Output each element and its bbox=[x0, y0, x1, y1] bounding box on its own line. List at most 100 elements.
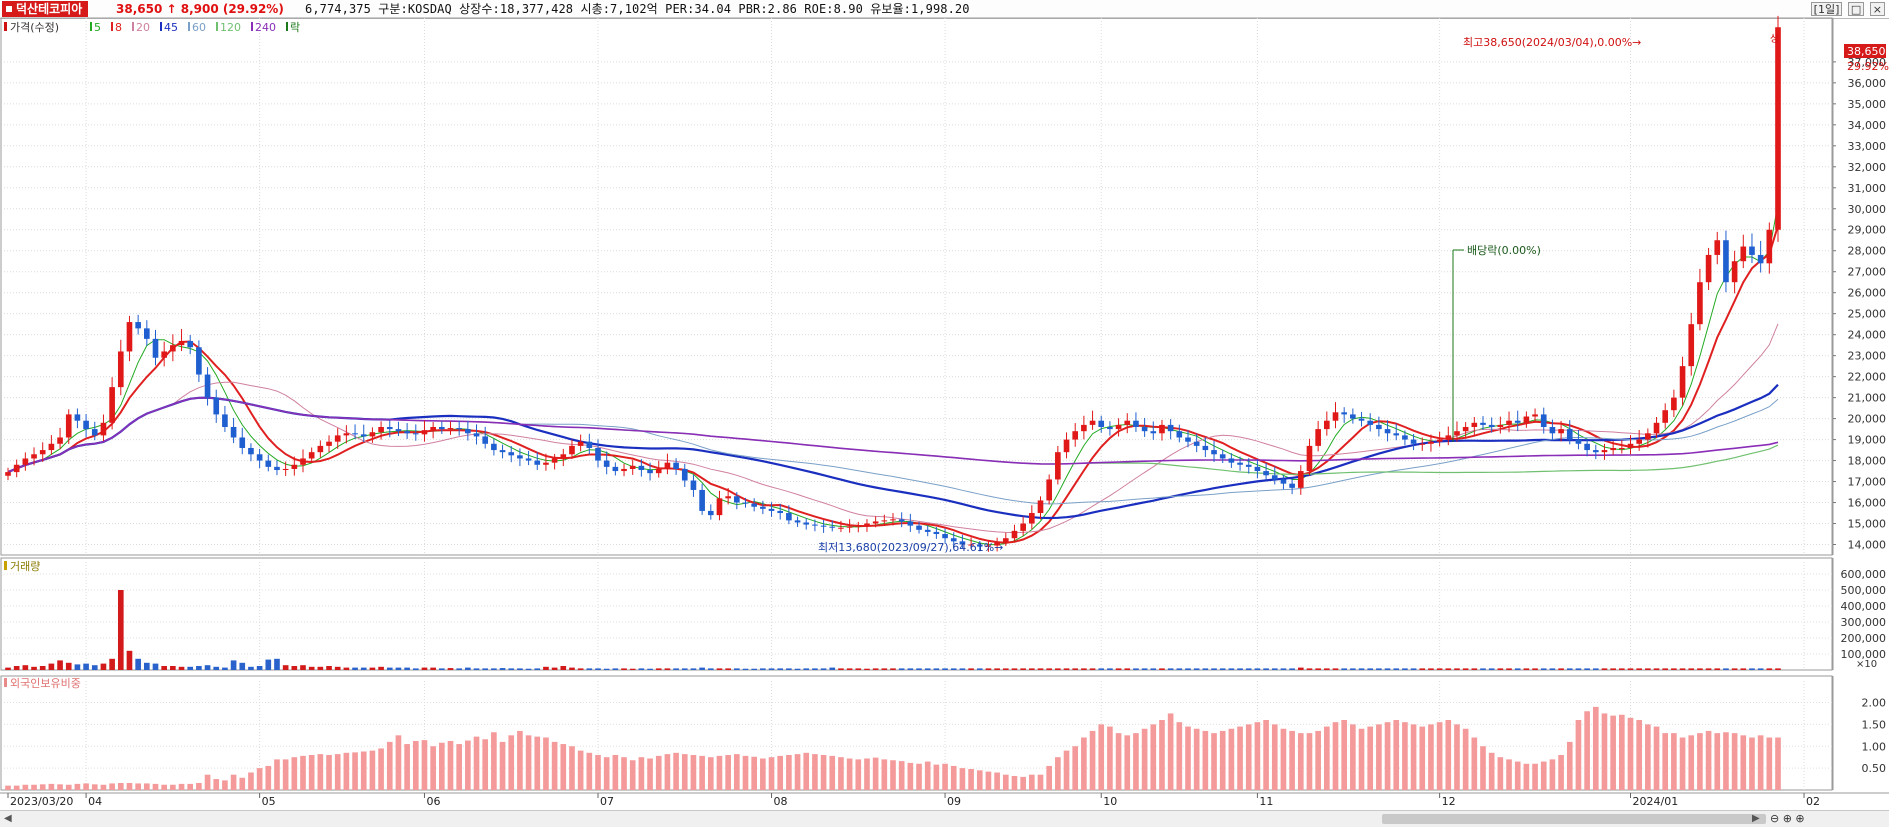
candle-47 bbox=[412, 433, 419, 435]
candle-121 bbox=[1055, 452, 1061, 480]
candle-39 bbox=[343, 433, 350, 436]
x-label-1: 04 bbox=[88, 795, 102, 808]
volume-bar-127 bbox=[1107, 668, 1113, 670]
volume-bar-87 bbox=[760, 668, 766, 670]
volume-bar-137 bbox=[1193, 668, 1200, 670]
candle-30 bbox=[265, 460, 272, 467]
candle-68 bbox=[595, 447, 601, 461]
panel-frame-0 bbox=[0, 17, 1833, 556]
candle-180 bbox=[1566, 429, 1573, 440]
foreign-bar-36 bbox=[317, 754, 324, 790]
scrollbar-thumb[interactable] bbox=[1382, 814, 1766, 824]
foreign-bar-178 bbox=[1549, 759, 1556, 790]
candle-107 bbox=[933, 531, 940, 535]
foreign-bar-69 bbox=[603, 757, 610, 790]
volume-bar-184 bbox=[1601, 668, 1608, 670]
candle-59 bbox=[517, 455, 523, 459]
foreign-bar-173 bbox=[1506, 759, 1512, 790]
volume-bar-168 bbox=[1462, 668, 1469, 670]
volume-bar-100 bbox=[872, 668, 879, 670]
foreign-bar-24 bbox=[213, 779, 220, 790]
foreign-bar-176 bbox=[1532, 763, 1538, 790]
candle-63 bbox=[551, 458, 558, 463]
volume-bar-187 bbox=[1627, 668, 1634, 670]
volume-bar-174 bbox=[1514, 668, 1521, 670]
candle-138 bbox=[1202, 445, 1209, 451]
foreign-bar-165 bbox=[1436, 722, 1443, 790]
candle-130 bbox=[1133, 420, 1139, 427]
candle-15 bbox=[135, 322, 141, 329]
candle-87 bbox=[760, 506, 766, 509]
foreign-bar-0 bbox=[5, 785, 11, 790]
volume-tick-3: 300,000 bbox=[1841, 616, 1887, 629]
volume-bar-28 bbox=[248, 666, 254, 670]
candle-49 bbox=[430, 426, 436, 431]
candle-158 bbox=[1376, 424, 1382, 430]
volume-bar-42 bbox=[369, 667, 376, 670]
volume-bar-176 bbox=[1532, 668, 1538, 670]
volume-bar-123 bbox=[1072, 668, 1079, 670]
x-label-9: 12 bbox=[1442, 795, 1456, 808]
volume-bar-161 bbox=[1402, 668, 1408, 670]
price-tick-0: 37,000 bbox=[1848, 56, 1887, 69]
candle-177 bbox=[1540, 414, 1547, 427]
period-button[interactable]: [1일] bbox=[1810, 2, 1843, 16]
foreign-bar-92 bbox=[803, 752, 810, 790]
volume-bar-172 bbox=[1497, 668, 1504, 670]
candle-137 bbox=[1193, 441, 1200, 446]
foreign-bar-202 bbox=[1757, 735, 1764, 790]
stock-name[interactable]: 덕산테코피아 bbox=[2, 1, 89, 17]
candle-124 bbox=[1081, 424, 1087, 432]
volume-bar-104 bbox=[907, 668, 914, 670]
volume-bar-8 bbox=[74, 664, 81, 670]
foreign-bar-64 bbox=[560, 744, 567, 790]
volume-bar-135 bbox=[1176, 668, 1183, 670]
volume-bar-20 bbox=[178, 666, 185, 670]
volume-bar-107 bbox=[933, 668, 940, 670]
volume-bar-69 bbox=[603, 668, 610, 670]
candle-36 bbox=[317, 445, 324, 453]
volume-bar-166 bbox=[1445, 668, 1452, 670]
candle-185 bbox=[1610, 447, 1616, 451]
scroll-right-icon[interactable]: ▶ bbox=[1752, 813, 1760, 824]
candle-55 bbox=[482, 436, 489, 444]
foreign-bar-58 bbox=[508, 735, 515, 790]
candle-12 bbox=[109, 387, 115, 423]
candle-155 bbox=[1350, 414, 1356, 419]
volume-bar-49 bbox=[430, 667, 436, 670]
foreign-bar-187 bbox=[1627, 717, 1634, 790]
zoom-controls[interactable]: ⊖ ⊕ ⊕ bbox=[1770, 812, 1805, 825]
foreign-bar-43 bbox=[378, 748, 384, 790]
close-icon[interactable]: × bbox=[1869, 2, 1885, 16]
volume-bar-146 bbox=[1271, 668, 1278, 670]
candle-5 bbox=[48, 443, 55, 451]
price-tick-19: 18,000 bbox=[1848, 455, 1887, 468]
candle-200 bbox=[1740, 246, 1747, 262]
volume-bar-6 bbox=[57, 660, 63, 670]
foreign-bar-108 bbox=[942, 763, 948, 790]
price-tick-14: 23,000 bbox=[1848, 350, 1887, 363]
volume-bar-57 bbox=[499, 668, 506, 670]
candle-60 bbox=[525, 458, 532, 461]
foreign-bar-79 bbox=[690, 755, 697, 790]
foreign-bar-86 bbox=[751, 756, 757, 790]
scroll-left-icon[interactable]: ◀ bbox=[4, 813, 12, 824]
candle-150 bbox=[1306, 445, 1313, 472]
foreign-tick-1: 1.50 bbox=[1862, 718, 1887, 731]
candle-172 bbox=[1497, 424, 1504, 427]
horizontal-scrollbar[interactable]: ◀ ▶ ⊖ ⊕ ⊕ bbox=[0, 810, 1889, 827]
candle-201 bbox=[1749, 246, 1755, 255]
foreign-bar-119 bbox=[1037, 774, 1044, 790]
candle-91 bbox=[794, 520, 801, 523]
foreign-bar-167 bbox=[1454, 724, 1460, 790]
foreign-bar-8 bbox=[74, 783, 81, 790]
candle-102 bbox=[890, 519, 896, 521]
candle-136 bbox=[1185, 437, 1191, 442]
volume-bar-80 bbox=[699, 667, 705, 670]
legend-ma-marker-4 bbox=[188, 22, 190, 31]
restore-icon[interactable]: □ bbox=[1847, 2, 1865, 16]
foreign-bar-121 bbox=[1055, 757, 1061, 790]
volume-unit: ×10 bbox=[1856, 659, 1877, 670]
foreign-bar-72 bbox=[629, 760, 636, 790]
